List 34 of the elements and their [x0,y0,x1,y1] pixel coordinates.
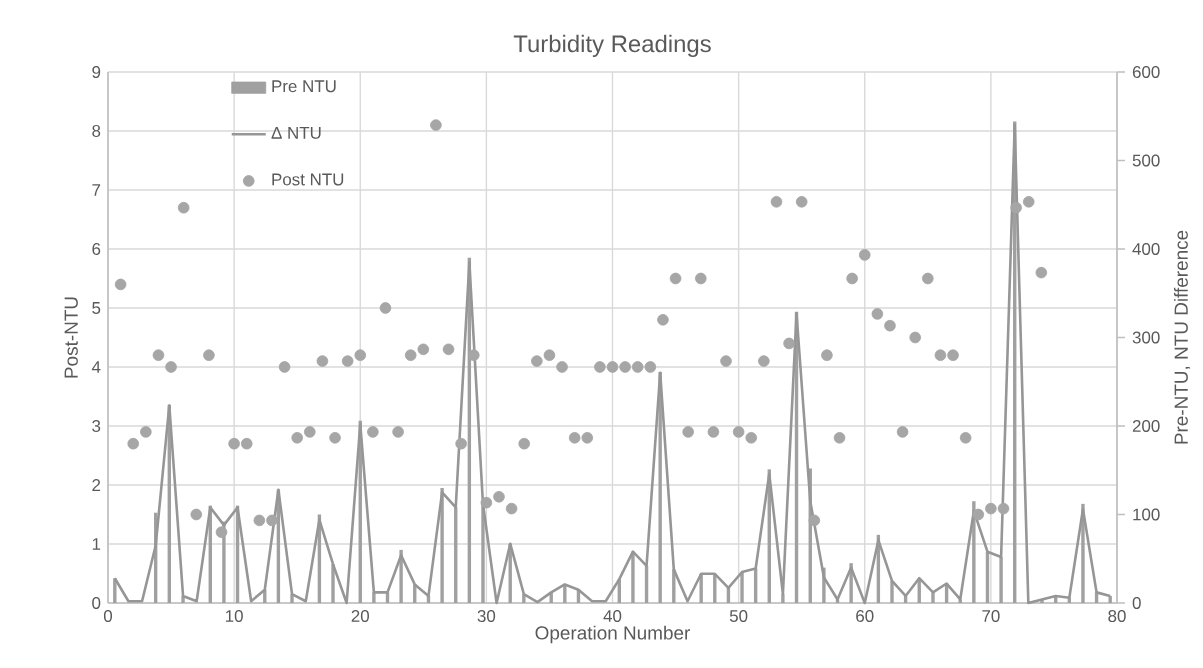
legend-label: Post NTU [272,173,344,186]
y-tick-label: 2 [92,479,101,491]
x-tick-label: 70 [982,610,1000,623]
y-tick-label: 4 [91,361,101,373]
y2-tick-label: 100 [1133,508,1160,521]
y2-tick-label: 500 [1132,154,1160,167]
x-tick-label: 60 [856,610,874,623]
y-tick-label: 0 [92,597,101,609]
y-axis-title: Post-NTU [64,297,78,378]
y2-axis-title: Pre-NTU, NTU Difference [1173,230,1191,444]
y-tick-label: 3 [92,420,101,432]
x-tick-label: 0 [103,610,113,623]
y2-tick-label: 0 [1132,597,1141,609]
legend-label: Pre NTU [272,80,336,93]
x-tick-label: 40 [603,610,622,623]
y-tick-label: 8 [92,125,101,137]
y2-tick-label: 300 [1132,331,1160,344]
x-tick-label: 20 [351,610,369,623]
chart-title: Turbidity Readings [513,34,711,58]
x-tick-label: 30 [477,610,496,623]
y2-tick-label: 200 [1132,420,1160,432]
y-tick-label: 5 [92,302,101,314]
y2-tick-label: 400 [1132,243,1160,255]
legend-label: Δ NTU [271,126,321,139]
y-tick-label: 6 [92,243,101,255]
x-tick-label: 10 [225,610,243,623]
x-tick-label: 80 [1108,610,1126,623]
y2-tick-label: 600 [1132,66,1160,78]
x-tick-label: 50 [729,610,748,623]
y-tick-label: 1 [92,538,101,550]
y-tick-label: 7 [92,184,101,196]
x-axis-title: Operation Number [535,625,691,644]
line-series [113,123,1112,605]
y-tick-label: 9 [92,66,101,78]
